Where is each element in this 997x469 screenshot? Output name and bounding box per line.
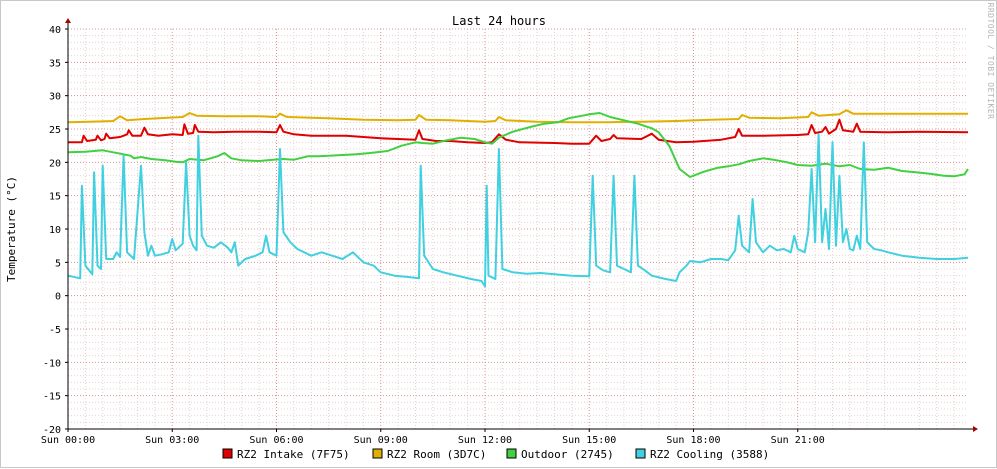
x-axis-arrow: [973, 426, 978, 432]
y-tick-label: 35: [49, 58, 61, 69]
y-axis-arrow: [65, 18, 71, 23]
legend-label-0: RZ2 Intake (7F75): [237, 448, 350, 461]
y-tick-label: -10: [43, 358, 61, 369]
legend-swatch-1: [372, 448, 383, 459]
x-tick-label: Sun 03:00: [145, 435, 199, 446]
legend-label-2: Outdoor (2745): [521, 448, 614, 461]
series-line-0: [68, 118, 969, 145]
x-tick-label: Sun 21:00: [771, 435, 825, 446]
y-tick-labels: 40 35 30 25 20 15 10 5 0 -5 -10 -15 -20: [43, 25, 61, 436]
x-tick-label: Sun 18:00: [666, 435, 720, 446]
legend-swatch-2: [506, 448, 517, 459]
legend-label-1: RZ2 Room (3D7C): [387, 448, 486, 461]
series-line-3: [67, 133, 969, 288]
legend-label-3: RZ2 Cooling (3588): [650, 448, 769, 461]
y-tick-label: 5: [55, 258, 61, 269]
y-tick-label: 20: [49, 158, 61, 169]
x-tick-label: Sun 15:00: [562, 435, 616, 446]
legend-swatch-3: [635, 448, 646, 459]
y-tick-label: 0: [55, 292, 61, 303]
x-tick-label: Sun 09:00: [354, 435, 408, 446]
series-line-1: [67, 109, 968, 124]
x-tick-labels: Sun 00:00 Sun 03:00 Sun 06:00 Sun 09:00 Sun …: [41, 435, 825, 446]
y-tick-label: -20: [43, 425, 61, 436]
legend: RZ2 Intake (7F75) RZ2 Room (3D7C) Outdoor …: [222, 448, 769, 461]
series-layer: [67, 109, 969, 288]
x-tick-label: Sun 12:00: [458, 435, 512, 446]
y-tick-label: 40: [49, 25, 61, 36]
chart-title: Last 24 hours: [452, 14, 546, 28]
series-line-2: [67, 112, 969, 178]
y-tick-label: -5: [49, 325, 61, 336]
y-tick-label: 30: [49, 92, 61, 103]
y-tick-label: -15: [43, 392, 61, 403]
rrdtool-watermark: RRDTOOL / TOBI OETIKER: [986, 3, 995, 120]
axes: [65, 18, 978, 432]
y-tick-label: 25: [49, 125, 61, 136]
x-tick-label: Sun 06:00: [249, 435, 303, 446]
y-tick-label: 15: [49, 192, 61, 203]
legend-swatch-0: [222, 448, 233, 459]
y-tick-label: 10: [49, 225, 61, 236]
x-tick-label: Sun 00:00: [41, 435, 95, 446]
y-axis-label: Temperature (°C): [5, 176, 18, 282]
